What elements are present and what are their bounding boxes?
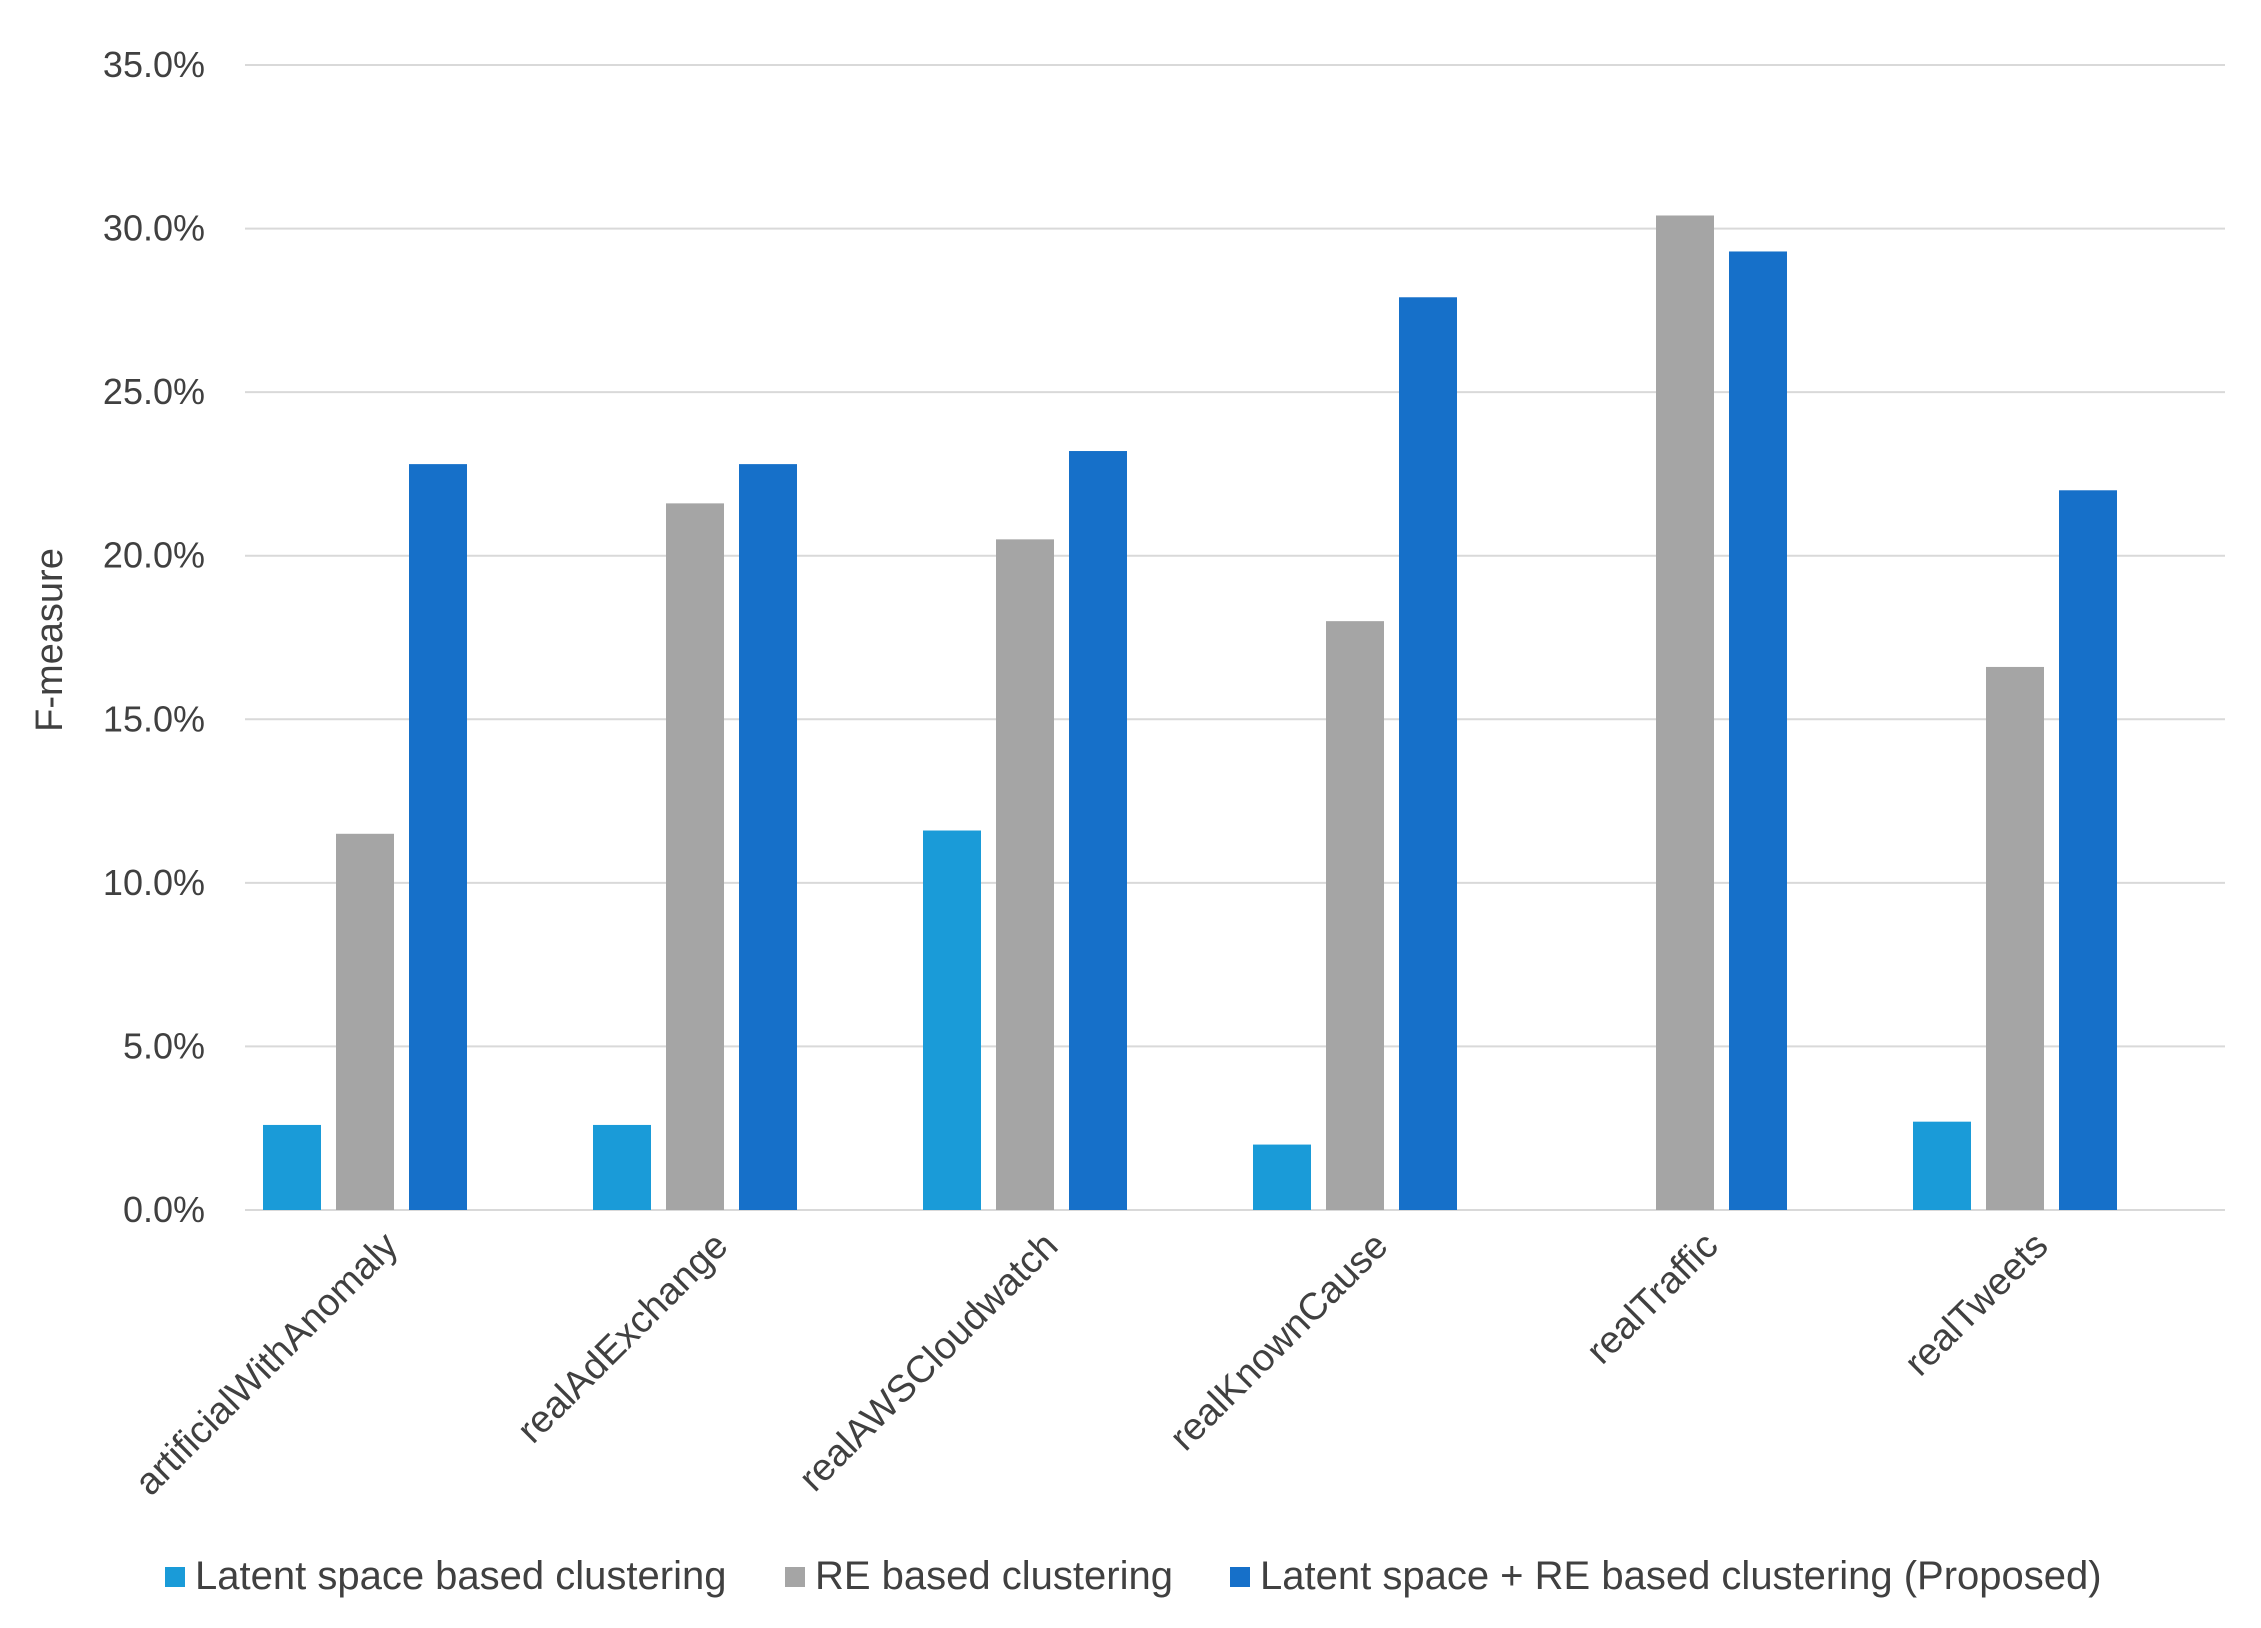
bar-artificialWithAnomaly-series-2	[336, 833, 394, 1210]
bar-realTweets-series-1	[1913, 1121, 1971, 1210]
x-category-label: realTweets	[1897, 1225, 2057, 1385]
legend-swatch	[1230, 1567, 1250, 1587]
legend-swatch	[165, 1567, 185, 1587]
y-tick-label: 10.0%	[103, 862, 205, 903]
bars	[263, 215, 2117, 1211]
y-tick-label: 15.0%	[103, 698, 205, 739]
legend-label: RE based clustering	[815, 1554, 1173, 1598]
y-tick-label: 25.0%	[103, 371, 205, 412]
gridlines	[245, 64, 2225, 1211]
y-tick-label: 0.0%	[123, 1189, 205, 1230]
x-category-labels: artificialWithAnomaly realAdExchange realA…	[127, 1225, 2056, 1504]
x-category-label: realAdExchange	[509, 1225, 736, 1452]
y-axis-title: F-measure	[29, 548, 71, 732]
y-tick-labels: 0.0% 5.0% 10.0% 15.0% 20.0% 25.0% 30.0% 35.0%	[103, 44, 205, 1230]
bar-realAdExchange-series-3	[739, 464, 797, 1211]
bar-realAdExchange-series-2	[666, 503, 724, 1210]
bar-realTweets-series-2	[1986, 666, 2044, 1210]
bar-artificialWithAnomaly-series-3	[409, 464, 467, 1211]
y-tick-label: 30.0%	[103, 208, 205, 249]
bar-realAWSCloudwatch-series-1	[923, 830, 981, 1210]
bar-realKnownCause-series-1	[1253, 1144, 1311, 1210]
bar-realAWSCloudwatch-series-2	[996, 539, 1054, 1210]
y-tick-label: 5.0%	[123, 1025, 205, 1066]
y-tick-label: 35.0%	[103, 44, 205, 85]
legend-swatch	[785, 1567, 805, 1587]
bar-realTraffic-series-3	[1729, 251, 1787, 1210]
legend-label: Latent space + RE based clustering (Prop…	[1260, 1554, 2102, 1598]
bar-realTweets-series-3	[2059, 490, 2117, 1210]
bar-realAWSCloudwatch-series-3	[1069, 451, 1127, 1210]
bar-realTraffic-series-2	[1656, 215, 1714, 1210]
bar-realKnownCause-series-3	[1399, 297, 1457, 1210]
y-tick-label: 20.0%	[103, 535, 205, 576]
x-category-label: realTraffic	[1579, 1225, 1727, 1373]
bar-realKnownCause-series-2	[1326, 621, 1384, 1210]
x-category-label: realKnownCause	[1162, 1225, 1396, 1459]
legend-label: Latent space based clustering	[195, 1554, 726, 1598]
x-category-label: artificialWithAnomaly	[127, 1225, 406, 1504]
x-category-label: realAWSCloudwatch	[791, 1225, 1066, 1500]
legend: Latent space based clustering RE based cl…	[165, 1554, 2102, 1598]
bar-artificialWithAnomaly-series-1	[263, 1124, 321, 1210]
bar-realAdExchange-series-1	[593, 1124, 651, 1210]
